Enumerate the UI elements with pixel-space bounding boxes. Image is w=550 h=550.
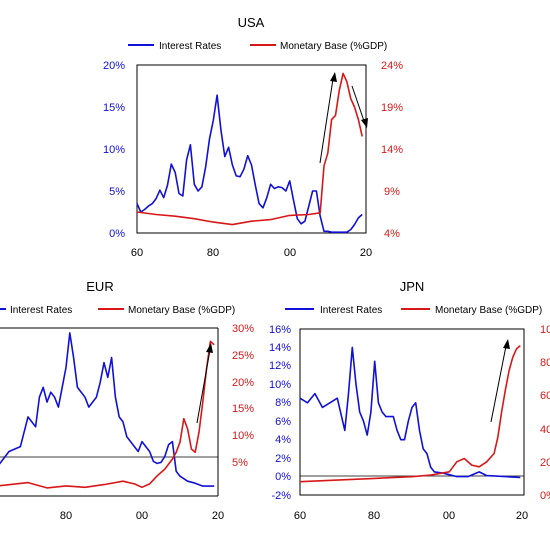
- eur-y-right-tick-2: 15%: [232, 403, 254, 415]
- jpn-up-arrowhead: [503, 339, 510, 349]
- chart-jpn: JPN Interest Rates Monetary Base (%GDP) …: [269, 279, 550, 522]
- usa-y-left-tick-4: 20%: [103, 60, 125, 72]
- usa-y-right-tick-2: 14%: [381, 144, 403, 156]
- jpn-x-tick-0: 60: [294, 510, 306, 522]
- jpn-y-right-tick-4: 80%: [540, 357, 550, 369]
- usa-up-arrow: [319, 78, 334, 164]
- jpn-y-left-tick-6: 10%: [269, 379, 291, 391]
- usa-interest-rates-line: [136, 94, 363, 233]
- eur-x-tick-2: 20: [212, 510, 224, 522]
- usa-y-right-tick-3: 19%: [381, 102, 403, 114]
- usa-legend-base-label: Monetary Base (%GDP): [280, 41, 387, 52]
- eur-monetary-base-line: [0, 340, 215, 489]
- usa-y-right-tick-1: 9%: [384, 186, 400, 198]
- jpn-monetary-base-line: [299, 344, 521, 483]
- jpn-y-left-tick-0: -2%: [271, 490, 291, 502]
- jpn-y-left-tick-9: 16%: [269, 324, 291, 336]
- jpn-y-left-tick-7: 12%: [269, 360, 291, 372]
- eur-title: EUR: [86, 279, 113, 294]
- eur-legend-interest-label: Interest Rates: [10, 305, 72, 316]
- jpn-y-right-tick-1: 20%: [540, 457, 550, 469]
- eur-up-arrowhead: [206, 343, 213, 353]
- jpn-y-right-tick-2: 40%: [540, 424, 550, 436]
- jpn-plot-frame: [299, 328, 525, 496]
- usa-y-left-tick-0: 0%: [109, 228, 125, 240]
- jpn-y-right-tick-0: 0%: [540, 490, 550, 502]
- usa-legend-interest-label: Interest Rates: [159, 41, 221, 52]
- usa-y-left-tick-2: 10%: [103, 144, 125, 156]
- jpn-y-left-tick-5: 8%: [275, 397, 291, 409]
- jpn-up-arrow: [490, 345, 507, 423]
- jpn-y-left-tick-3: 4%: [275, 434, 291, 446]
- usa-x-tick-0: 60: [131, 247, 143, 259]
- usa-plot-frame: [136, 64, 367, 234]
- jpn-title: JPN: [400, 279, 425, 294]
- usa-monetary-base-line: [136, 72, 363, 226]
- usa-y-left-tick-1: 5%: [109, 186, 125, 198]
- eur-x-tick-0: 80: [60, 510, 72, 522]
- jpn-interest-rates-line: [299, 346, 521, 479]
- jpn-legend-interest-label: Interest Rates: [320, 305, 382, 316]
- jpn-x-tick-3: 20: [516, 510, 528, 522]
- usa-title: USA: [238, 15, 265, 30]
- eur-y-right-tick-3: 20%: [232, 377, 254, 389]
- jpn-x-tick-1: 80: [368, 510, 380, 522]
- jpn-y-left-tick-1: 0%: [275, 471, 291, 483]
- jpn-y-left-tick-8: 14%: [269, 342, 291, 354]
- usa-up-arrowhead: [330, 72, 337, 82]
- chart-eur: EUR Interest Rates Monetary Base (%GDP) …: [0, 279, 254, 522]
- jpn-y-right-tick-5: 100%: [540, 324, 550, 336]
- usa-y-right-tick-0: 4%: [384, 228, 400, 240]
- chart-usa: USA Interest Rates Monetary Base (%GDP) …: [103, 15, 403, 259]
- usa-y-left-tick-3: 15%: [103, 102, 125, 114]
- usa-down-arrowhead: [361, 118, 368, 128]
- jpn-y-left-tick-2: 2%: [275, 453, 291, 465]
- usa-x-tick-3: 20: [360, 247, 372, 259]
- jpn-y-right-tick-3: 60%: [540, 390, 550, 402]
- usa-x-tick-2: 00: [284, 247, 296, 259]
- eur-up-arrow: [196, 349, 211, 424]
- jpn-legend-base-label: Monetary Base (%GDP): [435, 305, 542, 316]
- usa-x-tick-1: 80: [207, 247, 219, 259]
- eur-y-right-tick-0: 5%: [232, 457, 248, 469]
- jpn-y-left-tick-4: 6%: [275, 416, 291, 428]
- jpn-x-tick-2: 00: [443, 510, 455, 522]
- eur-x-tick-1: 00: [136, 510, 148, 522]
- eur-interest-rates-line: [0, 332, 215, 487]
- eur-legend-base-label: Monetary Base (%GDP): [128, 305, 235, 316]
- eur-y-right-tick-5: 30%: [232, 323, 254, 335]
- usa-down-arrow: [351, 85, 365, 122]
- usa-y-right-tick-4: 24%: [381, 60, 403, 72]
- eur-y-right-tick-4: 25%: [232, 350, 254, 362]
- eur-y-right-tick-1: 10%: [232, 430, 254, 442]
